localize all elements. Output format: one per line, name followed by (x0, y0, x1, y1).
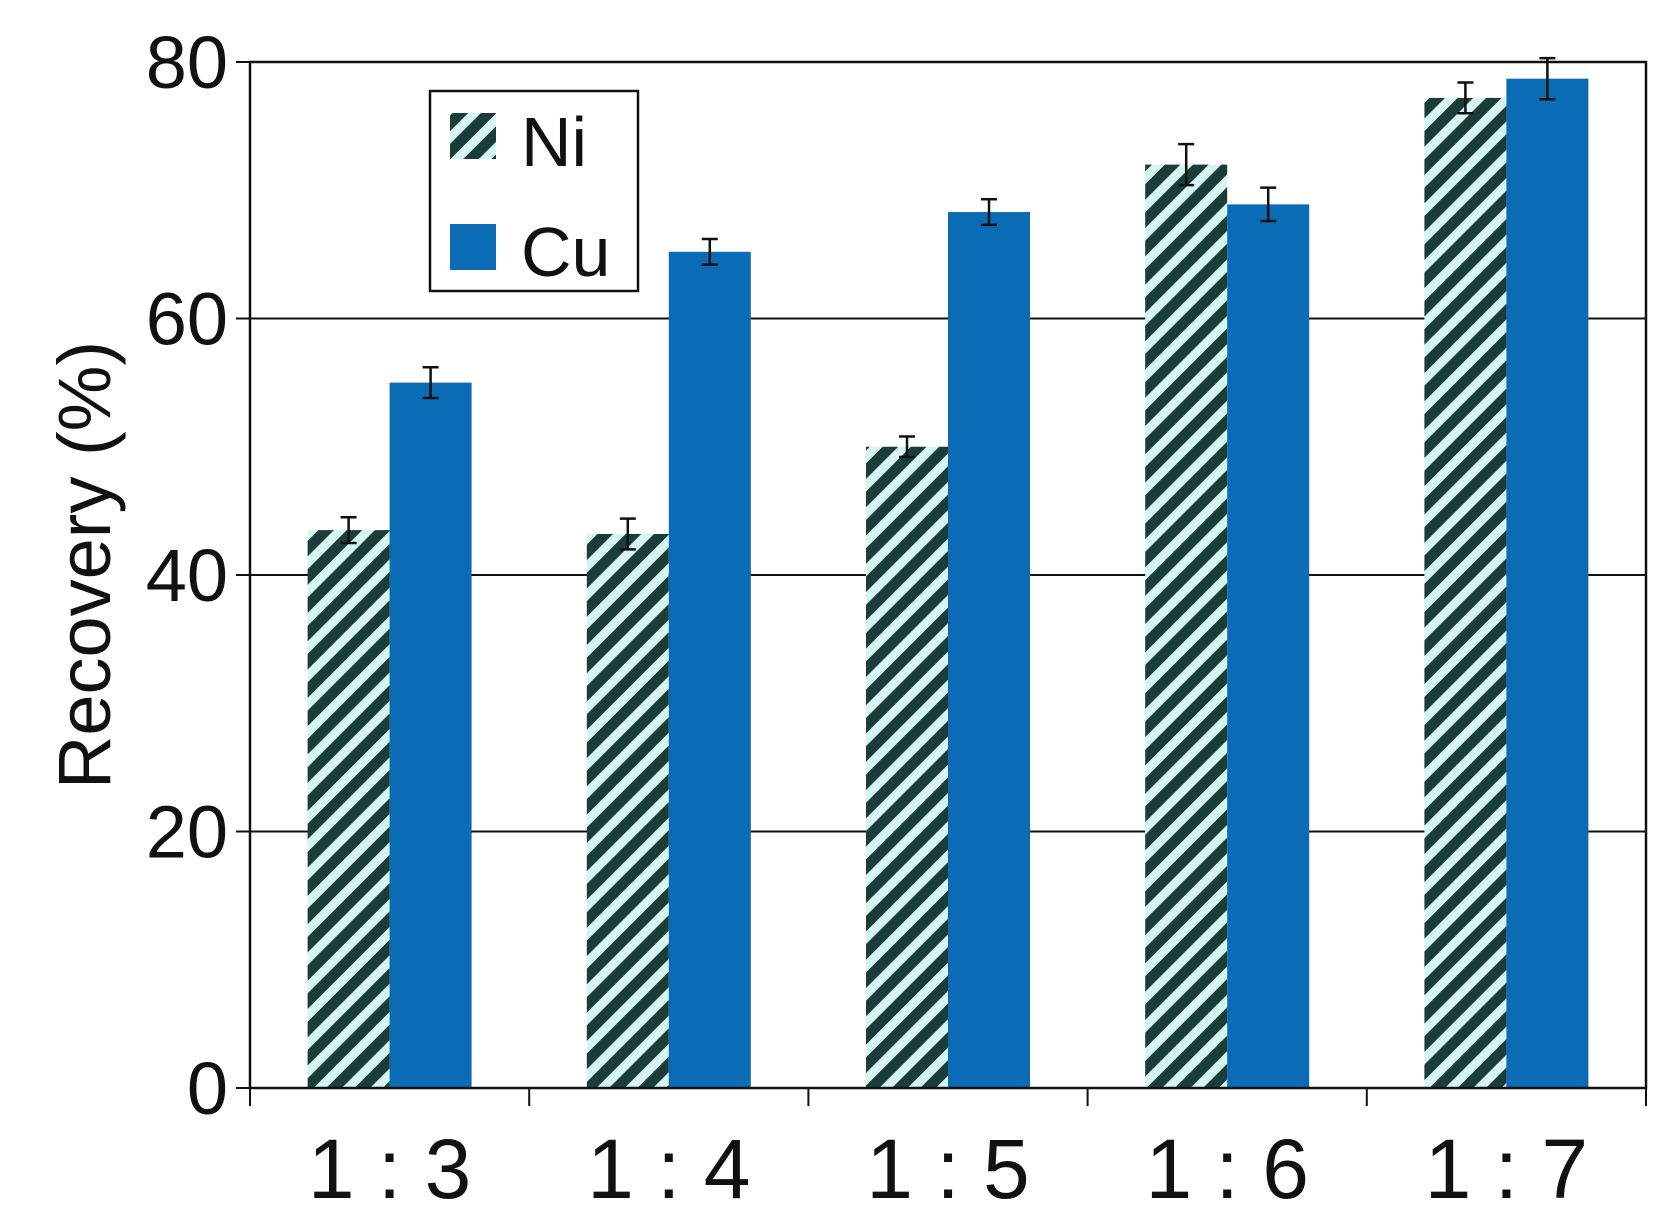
bar-cu-2 (668, 251, 751, 1088)
y-axis-title: Recovery (%) (43, 341, 126, 789)
x-tick-label: 1 : 6 (1145, 1122, 1308, 1216)
tick-labels: 0 20 40 60 80 1 : 3 1 : 4 1 : 5 1 : 6 1 : 7 (146, 21, 1588, 1216)
axes (236, 60, 1648, 1106)
legend: Ni Cu (428, 89, 640, 293)
bar-ni-1 (307, 530, 390, 1088)
bar-cu-5 (1506, 78, 1589, 1089)
legend-swatch-cu (450, 224, 496, 270)
bar-ni-3 (866, 446, 948, 1088)
x-tick-label: 1 : 4 (587, 1122, 750, 1216)
y-tick-label: 80 (146, 21, 228, 104)
legend-swatch-ni (450, 113, 496, 159)
bar-ni-2 (586, 533, 669, 1088)
bar-cu-1 (389, 382, 472, 1088)
bars (307, 78, 1589, 1089)
x-tick-label: 1 : 5 (866, 1122, 1029, 1216)
bar-ni-4 (1145, 164, 1228, 1089)
y-tick-label: 60 (146, 278, 228, 361)
bar-ni-5 (1424, 97, 1507, 1088)
x-tick-label: 1 : 3 (308, 1122, 471, 1216)
legend-label-cu: Cu (521, 213, 610, 291)
y-tick-label: 20 (146, 791, 228, 874)
error-bars (340, 56, 1556, 551)
y-tick-label: 40 (146, 534, 228, 617)
bar-cu-4 (1227, 204, 1310, 1089)
y-tick-label: 0 (187, 1047, 228, 1130)
plot-frame (248, 60, 1648, 1090)
x-tick-label: 1 : 7 (1425, 1122, 1588, 1216)
bar-cu-3 (948, 212, 1030, 1089)
legend-label-ni: Ni (521, 103, 587, 181)
